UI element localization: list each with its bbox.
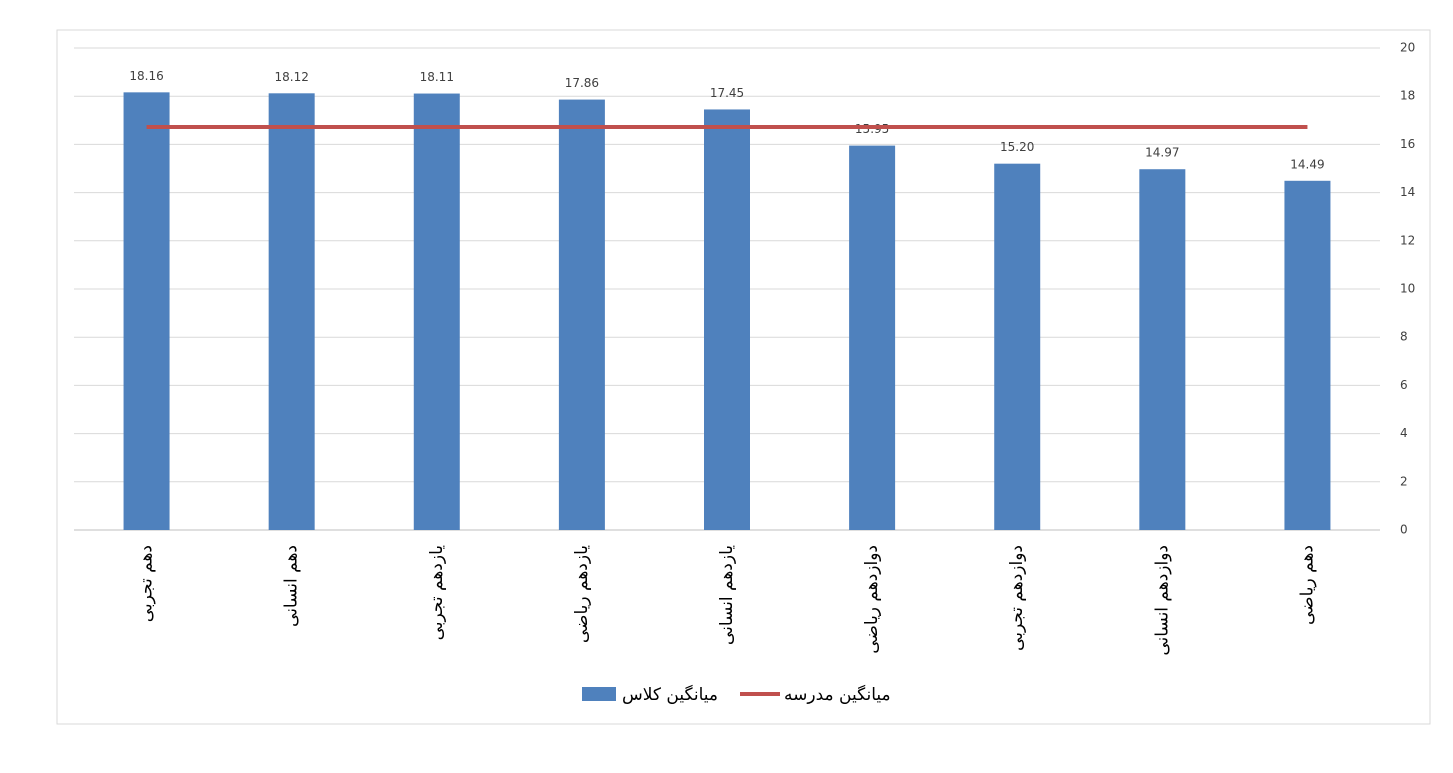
x-tick-label: دوازدهم تجربی (1007, 545, 1027, 651)
x-tick-label: دهم انسانی (282, 545, 302, 627)
legend-label: میانگین مدرسه (784, 684, 891, 705)
legend-swatch (582, 687, 616, 701)
bar (268, 93, 315, 531)
data-label: 18.12 (274, 70, 308, 84)
y-tick-label: 18 (1400, 89, 1415, 103)
y-tick-label: 0 (1400, 523, 1408, 537)
bar (413, 93, 460, 530)
y-tick-label: 6 (1400, 378, 1408, 392)
x-tick-label: دهم ریاضی (1297, 545, 1317, 625)
data-label: 14.49 (1290, 157, 1324, 171)
data-label: 14.97 (1145, 146, 1179, 160)
x-tick-label: دهم تجربی (137, 545, 157, 622)
data-label: 17.45 (710, 86, 744, 100)
bar (1139, 169, 1186, 530)
y-tick-label: 10 (1400, 282, 1415, 296)
y-tick-label: 8 (1400, 330, 1408, 344)
x-tick-label: یازدهم ریاضی (572, 545, 592, 643)
y-tick-label: 2 (1400, 474, 1408, 488)
y-tick-label: 14 (1400, 185, 1415, 199)
data-label: 18.16 (129, 69, 163, 83)
bar (994, 163, 1041, 530)
legend-label: میانگین کلاس (622, 684, 718, 705)
data-label: 17.86 (565, 76, 599, 90)
y-tick-label: 12 (1400, 233, 1415, 247)
bar (704, 109, 750, 530)
bar (123, 92, 170, 531)
bar (849, 145, 896, 531)
data-label: 15.95 (855, 122, 889, 136)
x-tick-label: یازدهم تجربی (427, 545, 447, 641)
bar (558, 99, 605, 530)
data-label: 18.11 (420, 70, 454, 84)
x-tick-label: یازدهم انسانی (717, 545, 737, 645)
x-tick-label: دوازدهم انسانی (1152, 545, 1172, 656)
y-tick-label: 16 (1400, 137, 1415, 151)
y-tick-label: 4 (1400, 426, 1408, 440)
bar (1284, 180, 1331, 530)
x-tick-label: دوازدهم ریاضی (862, 545, 882, 654)
y-tick-label: 20 (1400, 41, 1415, 55)
data-label: 15.20 (1000, 140, 1034, 154)
